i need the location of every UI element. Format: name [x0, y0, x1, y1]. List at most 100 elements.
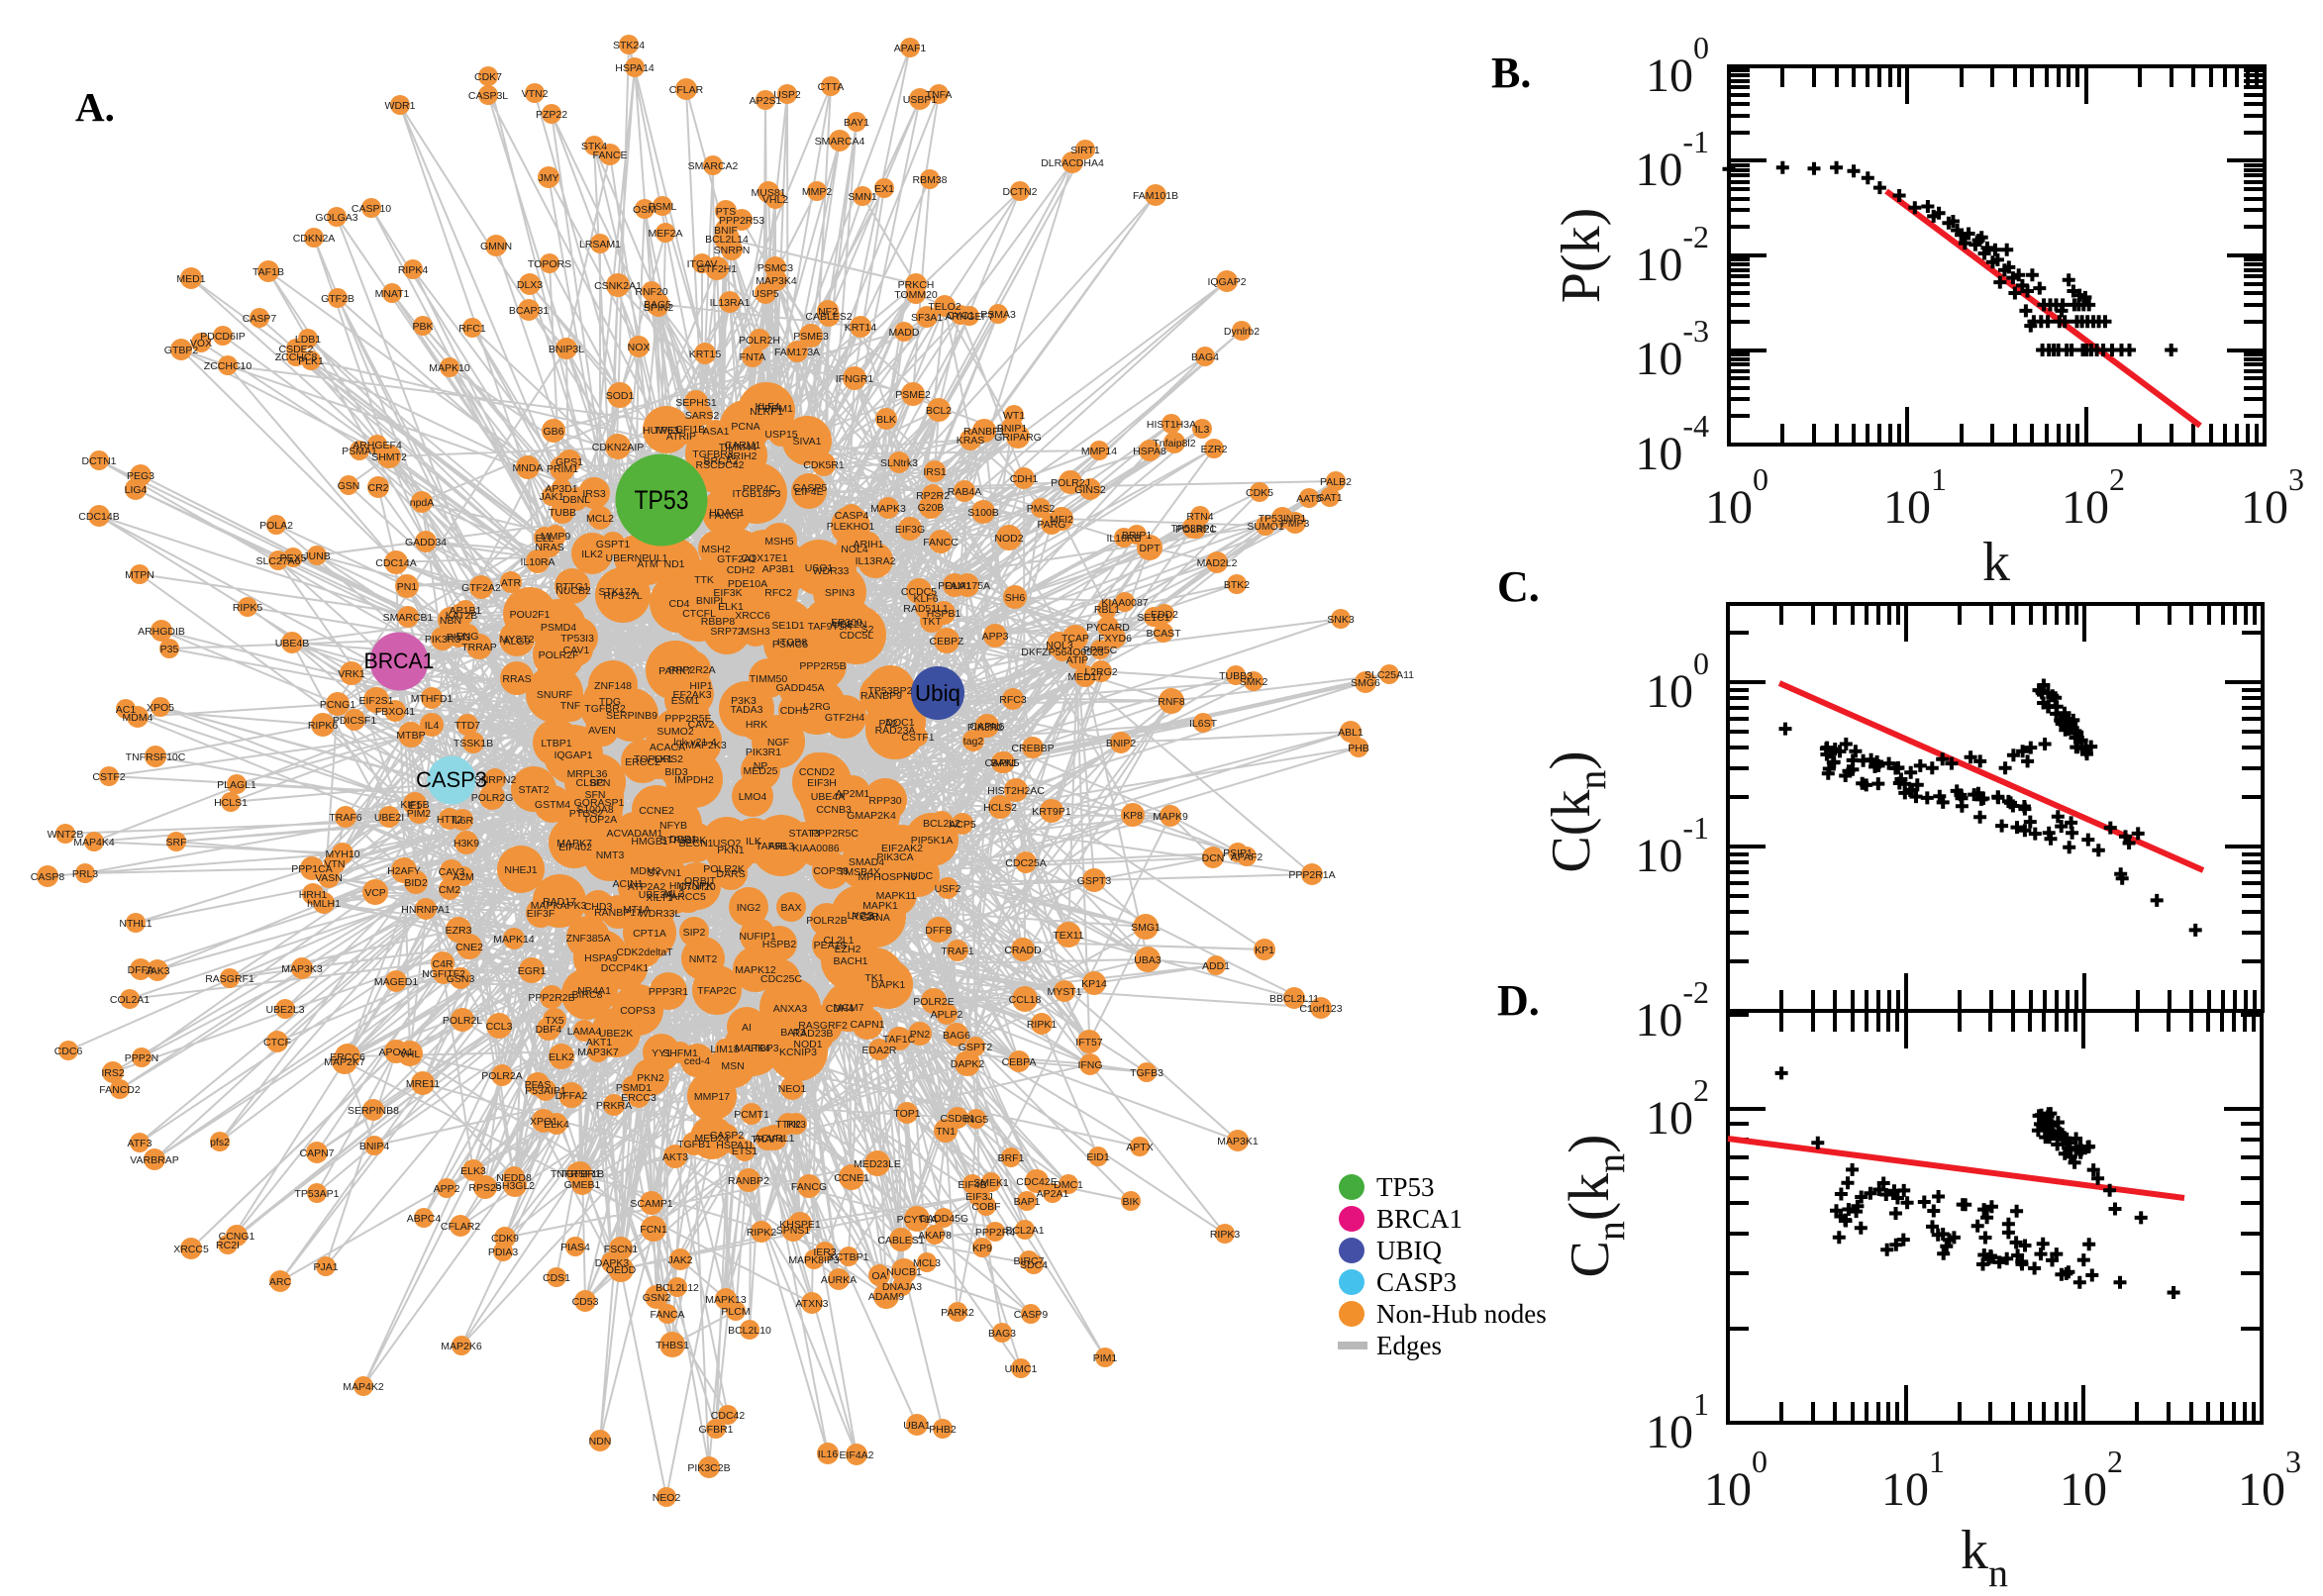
svg-text:CASP3L: CASP3L [468, 90, 508, 102]
svg-text:POLR2A: POLR2A [481, 1070, 522, 1082]
svg-text:CCL18: CCL18 [1009, 994, 1042, 1006]
svg-text:ERCC2: ERCC2 [625, 756, 660, 768]
svg-text:CD53: CD53 [572, 1296, 599, 1308]
svg-text:HDAC1: HDAC1 [709, 507, 745, 519]
svg-text:SMARCB1: SMARCB1 [383, 612, 434, 624]
svg-text:DFFA: DFFA [128, 964, 154, 976]
svg-text:NR4A1: NR4A1 [577, 985, 611, 997]
svg-text:FANCF: FANCF [709, 510, 743, 522]
svg-text:MTHFD1: MTHFD1 [411, 693, 454, 705]
svg-text:ATM: ATM [637, 558, 657, 570]
svg-text:XRCC6: XRCC6 [735, 610, 770, 622]
svg-text:MDM2: MDM2 [631, 865, 661, 877]
svg-text:SH6: SH6 [1005, 592, 1026, 604]
svg-text:ARL3: ARL3 [768, 841, 794, 852]
svg-text:DFFB: DFFB [925, 925, 952, 937]
svg-text:SLNtrk3: SLNtrk3 [880, 457, 918, 469]
svg-text:ZCCHC10: ZCCHC10 [204, 360, 252, 372]
svg-text:PMS2: PMS2 [1027, 503, 1056, 515]
svg-text:SE1D1: SE1D1 [771, 620, 804, 632]
svg-text:MYST1: MYST1 [1047, 986, 1081, 998]
svg-text:GSTM4: GSTM4 [535, 799, 570, 811]
svg-text:BNIPL: BNIPL [696, 595, 727, 607]
svg-text:XPO1: XPO1 [530, 1116, 557, 1128]
svg-text:IL13RA2: IL13RA2 [856, 555, 896, 567]
svg-text:IL16: IL16 [818, 1448, 839, 1460]
svg-text:SLC27A6: SLC27A6 [256, 555, 301, 567]
svg-text:MAGED1: MAGED1 [374, 976, 419, 988]
svg-text:NOD2: NOD2 [994, 533, 1023, 545]
svg-text:HIP1: HIP1 [689, 680, 713, 692]
svg-text:SPIN2: SPIN2 [644, 302, 674, 314]
svg-text:MAPK1: MAPK1 [862, 900, 898, 912]
svg-text:STAT2: STAT2 [518, 784, 549, 796]
svg-text:RPP30: RPP30 [868, 795, 901, 807]
svg-text:DLX3: DLX3 [517, 279, 543, 291]
svg-text:NTHL1: NTHL1 [119, 918, 152, 930]
svg-text:HIST1H3A: HIST1H3A [1147, 419, 1196, 431]
svg-text:TIMM44: TIMM44 [719, 442, 758, 453]
svg-text:ACP5: ACP5 [949, 819, 976, 831]
svg-text:EIF4E: EIF4E [794, 486, 823, 498]
svg-text:WDR33L: WDR33L [639, 908, 681, 920]
svg-text:ACACA: ACACA [650, 742, 685, 753]
svg-text:CARM1: CARM1 [725, 440, 761, 451]
svg-text:NP: NP [754, 760, 768, 772]
svg-text:BRF1: BRF1 [998, 1152, 1025, 1164]
svg-text:PIAS4: PIAS4 [560, 1242, 590, 1253]
svg-text:EIF3H: EIF3H [807, 777, 837, 789]
svg-text:NBN: NBN [440, 615, 461, 627]
svg-text:GSPT3: GSPT3 [1077, 875, 1112, 887]
svg-text:KIAA0087: KIAA0087 [1101, 597, 1148, 609]
svg-text:SMN1: SMN1 [848, 191, 876, 203]
svg-text:CAV3: CAV3 [439, 866, 465, 878]
svg-text:AKAP8: AKAP8 [918, 1230, 952, 1242]
svg-text:NOL4: NOL4 [841, 544, 868, 555]
svg-text:GTF2B: GTF2B [321, 293, 354, 305]
svg-text:PDICSF1: PDICSF1 [333, 715, 377, 727]
svg-text:FXYD6: FXYD6 [1098, 633, 1132, 645]
svg-text:ELK4: ELK4 [544, 1119, 569, 1131]
svg-text:ACVADAM1: ACVADAM1 [607, 828, 663, 840]
svg-text:MAP2K3: MAP2K3 [685, 740, 727, 751]
svg-text:AP2M1: AP2M1 [836, 788, 870, 800]
svg-text:NMT3: NMT3 [596, 849, 625, 861]
svg-text:HRH1: HRH1 [299, 889, 328, 901]
svg-text:NOD1: NOD1 [793, 1039, 822, 1050]
svg-text:SPIN3: SPIN3 [825, 587, 856, 599]
svg-text:CAV1: CAV1 [563, 645, 590, 656]
svg-text:ETS1: ETS1 [732, 1146, 758, 1157]
svg-text:ATF3: ATF3 [128, 1138, 152, 1149]
svg-text:CDC14A: CDC14A [375, 557, 416, 569]
svg-text:PHB2: PHB2 [929, 1424, 957, 1436]
svg-text:AKT3: AKT3 [662, 1151, 688, 1163]
svg-text:ING2: ING2 [737, 902, 761, 914]
svg-text:GTBP2: GTBP2 [164, 345, 199, 356]
svg-text:MAP2K6: MAP2K6 [441, 1341, 482, 1352]
svg-text:BNIP4: BNIP4 [359, 1141, 390, 1152]
svg-text:TP63: TP63 [654, 425, 678, 437]
svg-text:PPP5C: PPP5C [1083, 645, 1118, 656]
svg-text:BIRC7: BIRC7 [1014, 1255, 1045, 1267]
svg-text:MMP14: MMP14 [1081, 446, 1117, 457]
svg-text:SCAMP1: SCAMP1 [630, 1198, 672, 1210]
svg-text:CASP9: CASP9 [1014, 1309, 1049, 1321]
svg-text:LMO4: LMO4 [739, 791, 767, 803]
svg-text:MAPK3: MAPK3 [870, 503, 906, 515]
svg-text:LTBP1: LTBP1 [541, 738, 571, 749]
svg-text:APTX: APTX [1126, 1142, 1153, 1153]
svg-text:COPS3: COPS3 [620, 1005, 656, 1017]
svg-text:RANBP9: RANBP9 [860, 690, 902, 702]
svg-text:Dynlrb2: Dynlrb2 [1224, 326, 1260, 338]
svg-text:MCL2: MCL2 [586, 513, 614, 525]
svg-text:ARIH2: ARIH2 [727, 450, 758, 462]
svg-text:RPS27L: RPS27L [603, 590, 642, 602]
svg-text:ATIP: ATIP [1066, 654, 1089, 666]
svg-text:SIP2: SIP2 [683, 927, 706, 939]
svg-text:POLR2E: POLR2E [913, 996, 954, 1008]
svg-text:RNF8: RNF8 [1158, 696, 1185, 708]
svg-text:VOX: VOX [190, 338, 212, 349]
svg-text:CSDE2: CSDE2 [278, 344, 313, 355]
svg-text:A.: A. [75, 84, 115, 130]
svg-text:MAPK11: MAPK11 [876, 890, 917, 902]
